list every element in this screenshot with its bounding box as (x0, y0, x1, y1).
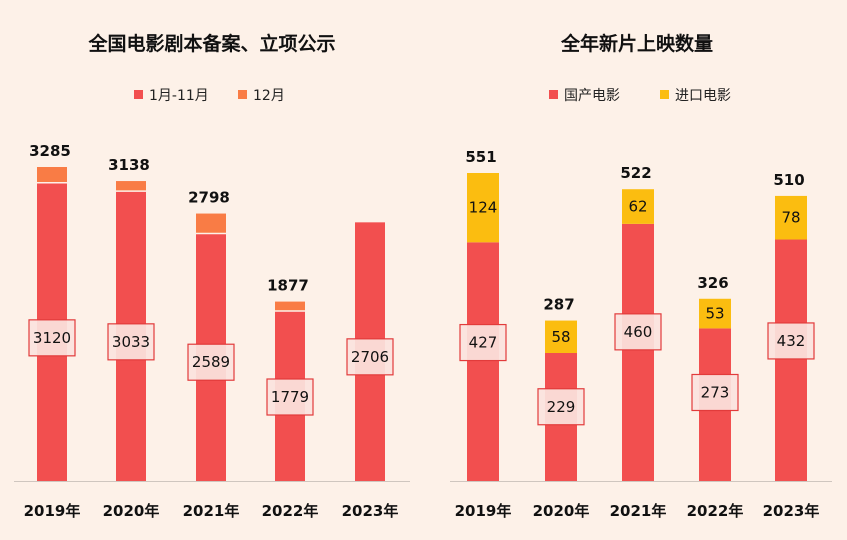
x-tick-label: 2022年 (687, 502, 744, 520)
bar-2-5-top (775, 195, 807, 240)
x-tick-label: 2019年 (455, 502, 512, 520)
x-tick-label: 2019年 (24, 502, 81, 520)
data-label-bottom: 229 (547, 398, 576, 416)
data-label-box (614, 313, 662, 351)
data-label-top: 58 (551, 328, 570, 346)
chart-panel-1: 全国电影剧本备案、立项公示 1月-11月 12月 3120 3285 2019年 3033 3… (14, 32, 410, 520)
total-label: 522 (620, 164, 651, 182)
data-label-box (459, 323, 507, 362)
x-tick-label: 2023年 (342, 502, 399, 520)
data-label-top: 78 (781, 209, 800, 227)
bar-2-4-top (699, 298, 731, 329)
x-tick-label: 2021年 (610, 502, 667, 520)
bar-2-1-top (467, 173, 499, 243)
x-tick-label: 2023年 (763, 502, 820, 520)
data-label-top: 53 (705, 305, 724, 323)
legend-label-2: 进口电影 (675, 88, 731, 104)
chart-title: 全国电影剧本备案、立项公示 (87, 32, 335, 55)
data-label-box (28, 319, 76, 357)
data-label-bottom: 427 (469, 334, 498, 352)
x-tick-label: 2021年 (183, 502, 240, 520)
total-label: 3138 (108, 156, 150, 174)
data-label-box (266, 378, 314, 416)
total-label: 287 (543, 296, 574, 314)
bar-2-1-bottom (467, 242, 499, 481)
x-tick-label: 2022年 (262, 502, 319, 520)
legend-label-2: 12月 (253, 88, 285, 104)
total-label: 551 (465, 148, 496, 166)
legend-label-1: 1月-11月 (149, 88, 209, 104)
total-label: 3285 (29, 142, 71, 160)
data-label-bottom: 460 (624, 323, 653, 341)
total-label: 326 (697, 274, 728, 292)
data-label-bottom: 1779 (271, 388, 309, 406)
total-label: 1877 (267, 277, 309, 295)
legend-swatch-1 (549, 90, 558, 99)
bar-2-5-bottom (775, 239, 807, 481)
data-label-box (107, 323, 155, 361)
data-label-box (691, 373, 739, 412)
total-label: 2798 (188, 189, 230, 207)
data-label-top: 124 (469, 199, 498, 217)
bar-2-3-top (622, 189, 654, 224)
legend-swatch-2 (660, 90, 669, 99)
data-label-bottom: 432 (777, 332, 806, 350)
bar-1-2-top (116, 181, 146, 192)
x-tick-label: 2020年 (533, 502, 590, 520)
data-label-bottom: 3120 (33, 329, 71, 347)
data-label-bottom: 2589 (192, 353, 230, 371)
x-tick-label: 2020年 (103, 502, 160, 520)
legend-swatch-1 (134, 90, 143, 99)
bar-2-2-top (545, 320, 577, 353)
data-label-bottom: 3033 (112, 333, 150, 351)
bar-1-3-top (196, 213, 226, 234)
legend-label-1: 国产电影 (564, 88, 620, 104)
data-label-bottom: 273 (701, 383, 730, 401)
bar-1-4-top (275, 301, 305, 311)
chart-title: 全年新片上映数量 (560, 32, 713, 55)
bar-2-3-bottom (622, 223, 654, 482)
data-label-box (767, 322, 815, 360)
data-label-box (346, 338, 394, 376)
data-label-box (187, 343, 235, 381)
data-label-box (537, 388, 585, 426)
data-label-bottom: 2706 (351, 348, 389, 366)
total-label: 510 (773, 171, 804, 189)
legend-swatch-2 (238, 90, 247, 99)
data-label-top: 62 (628, 198, 647, 216)
bar-1-1-top (37, 167, 67, 183)
